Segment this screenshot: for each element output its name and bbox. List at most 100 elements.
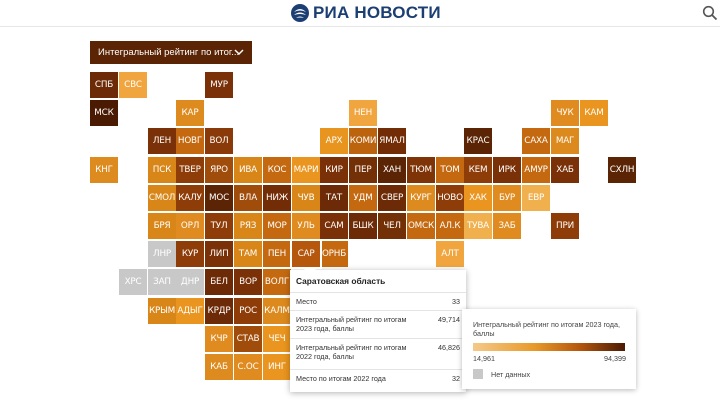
region-tile[interactable]: СХЛН xyxy=(608,157,636,183)
region-tile[interactable]: КНГ xyxy=(90,157,118,183)
map-legend: Интегральный рейтинг по итогам 2023 года… xyxy=(462,309,636,389)
region-tile[interactable]: НЕН xyxy=(349,100,377,126)
region-tile[interactable]: КАР xyxy=(176,100,204,126)
region-tile[interactable]: ВОР xyxy=(234,269,262,295)
region-tile[interactable]: ЧЕЧ xyxy=(263,326,291,352)
region-tile[interactable]: КАЛМ xyxy=(263,298,291,324)
tooltip-row-value: 33 xyxy=(452,297,460,306)
region-tile[interactable]: АРХ xyxy=(320,128,348,154)
region-tile[interactable]: ЧУК xyxy=(551,100,579,126)
region-tile[interactable]: ПЕР xyxy=(349,157,377,183)
region-tile[interactable]: БУР xyxy=(493,185,521,211)
region-tile[interactable]: РЯЗ xyxy=(234,213,262,239)
region-tile[interactable]: ТАТ xyxy=(320,185,348,211)
region-tile[interactable]: ХАК xyxy=(464,185,492,211)
region-tile[interactable]: КАЛУ xyxy=(176,185,204,211)
region-tile[interactable]: СМОЛ xyxy=(148,185,176,211)
region-tile[interactable]: УЛЬ xyxy=(292,213,320,239)
region-tile[interactable]: ЛИП xyxy=(205,241,233,267)
region-tile[interactable]: КАМ xyxy=(580,100,608,126)
region-tile[interactable]: ИВА xyxy=(234,157,262,183)
region-tile[interactable]: ИРК xyxy=(493,157,521,183)
region-tile[interactable]: ВОЛГ xyxy=(263,269,291,295)
region-tile[interactable]: ХАБ xyxy=(551,157,579,183)
region-tile[interactable]: САХА xyxy=(522,128,550,154)
region-tile[interactable]: ЗАП xyxy=(148,269,176,295)
region-tile[interactable]: ВЛА xyxy=(234,185,262,211)
region-tile[interactable]: ОРНБ xyxy=(320,241,348,267)
region-tile[interactable]: КОМИ xyxy=(349,128,377,154)
region-tile[interactable]: ХАН xyxy=(378,157,406,183)
region-tile[interactable]: КИР xyxy=(320,157,348,183)
region-tile[interactable]: НИЖ xyxy=(263,185,291,211)
tooltip-title: Саратовская область xyxy=(296,276,386,286)
region-tile[interactable]: КЕМ xyxy=(464,157,492,183)
tooltip-row-label: Интегральный рейтинг по итогам 2023 года… xyxy=(296,315,407,333)
region-tile[interactable]: МАГ xyxy=(551,128,579,154)
tooltip-row-label: Место xyxy=(296,297,317,306)
region-tile[interactable]: СПБ xyxy=(90,72,118,98)
region-tile[interactable]: СТАВ xyxy=(234,326,262,352)
region-tile[interactable]: ТУЛ xyxy=(205,213,233,239)
region-tile[interactable]: СВС xyxy=(119,72,147,98)
region-tile[interactable]: ЯРО xyxy=(205,157,233,183)
region-tile[interactable]: ЕВР xyxy=(522,185,550,211)
region-tile[interactable]: ТАМ xyxy=(234,241,262,267)
region-tile[interactable]: ТЮМ xyxy=(407,157,435,183)
region-tile[interactable]: КАБ xyxy=(205,354,233,380)
region-tile[interactable]: МАРИ xyxy=(292,157,320,183)
region-tile[interactable]: ПЕН xyxy=(263,241,291,267)
region-tile[interactable]: БШК xyxy=(349,213,377,239)
indicator-select[interactable]: Интегральный рейтинг по итог... xyxy=(90,41,252,64)
region-tile[interactable]: САР xyxy=(290,239,322,269)
region-tile[interactable]: ТУВА xyxy=(464,213,492,239)
ria-logo[interactable]: РИА НОВОСТИ xyxy=(290,2,441,24)
region-tile[interactable]: ЛЕН xyxy=(148,128,176,154)
region-tile[interactable]: ЗАБ xyxy=(493,213,521,239)
region-tile[interactable]: НОВГ xyxy=(176,128,204,154)
legend-max: 94,399 xyxy=(604,354,626,363)
tooltip-row: Интегральный рейтинг по итогам 2023 года… xyxy=(290,310,466,338)
region-tile[interactable]: ПРИ xyxy=(551,213,579,239)
region-tile[interactable]: АДЫГ xyxy=(176,298,204,324)
region-tile[interactable]: КРАС xyxy=(464,128,492,154)
region-tile[interactable]: СВЕР xyxy=(378,185,406,211)
region-tile[interactable]: НОВО xyxy=(436,185,464,211)
region-tile[interactable]: КОС xyxy=(263,157,291,183)
region-tile[interactable]: ИНГ xyxy=(263,354,291,380)
region-tile[interactable]: АЛ.К xyxy=(436,213,464,239)
region-tile[interactable]: ЛНР xyxy=(148,241,176,267)
region-tile[interactable]: АЛТ xyxy=(436,241,464,267)
region-tile[interactable]: БРЯ xyxy=(148,213,176,239)
region-tile[interactable]: КУР xyxy=(176,241,204,267)
region-tile[interactable]: КУРГ xyxy=(407,185,435,211)
region-tile[interactable]: ХРС xyxy=(119,269,147,295)
region-tile[interactable]: МОС xyxy=(205,185,233,211)
region-tile[interactable]: КЧР xyxy=(205,326,233,352)
no-data-swatch xyxy=(473,369,483,379)
region-tile[interactable]: КРДР xyxy=(205,298,233,324)
region-tile[interactable]: АМУР xyxy=(522,157,550,183)
region-tile[interactable]: ВОЛ xyxy=(205,128,233,154)
region-tile[interactable]: БЕЛ xyxy=(205,269,233,295)
region-tile[interactable]: КРЫМ xyxy=(148,298,176,324)
region-tile[interactable]: МОР xyxy=(263,213,291,239)
region-tile[interactable]: ЧЕЛ xyxy=(378,213,406,239)
tooltip-row: Интегральный рейтинг по итогам 2022 года… xyxy=(290,338,466,366)
region-tile[interactable]: ТОМ xyxy=(436,157,464,183)
region-tile[interactable]: ОМСК xyxy=(407,213,435,239)
region-tile[interactable]: ЯМАЛ xyxy=(378,128,406,154)
tooltip-row-value: 49,714 xyxy=(438,315,460,324)
region-tile[interactable]: САМ xyxy=(320,213,348,239)
region-tile[interactable]: ДНР xyxy=(176,269,204,295)
region-tile[interactable]: РОС xyxy=(234,298,262,324)
search-icon[interactable] xyxy=(702,5,718,21)
region-tile[interactable]: МУР xyxy=(205,72,233,98)
region-tile[interactable]: ЧУВ xyxy=(292,185,320,211)
region-tile[interactable]: С.ОС xyxy=(234,354,262,380)
region-tile[interactable]: ПСК xyxy=(148,157,176,183)
region-tile[interactable]: ОРЛ xyxy=(176,213,204,239)
region-tile[interactable]: МСК xyxy=(90,100,118,126)
region-tile[interactable]: ТВЕР xyxy=(176,157,204,183)
region-tile[interactable]: УДМ xyxy=(349,185,377,211)
